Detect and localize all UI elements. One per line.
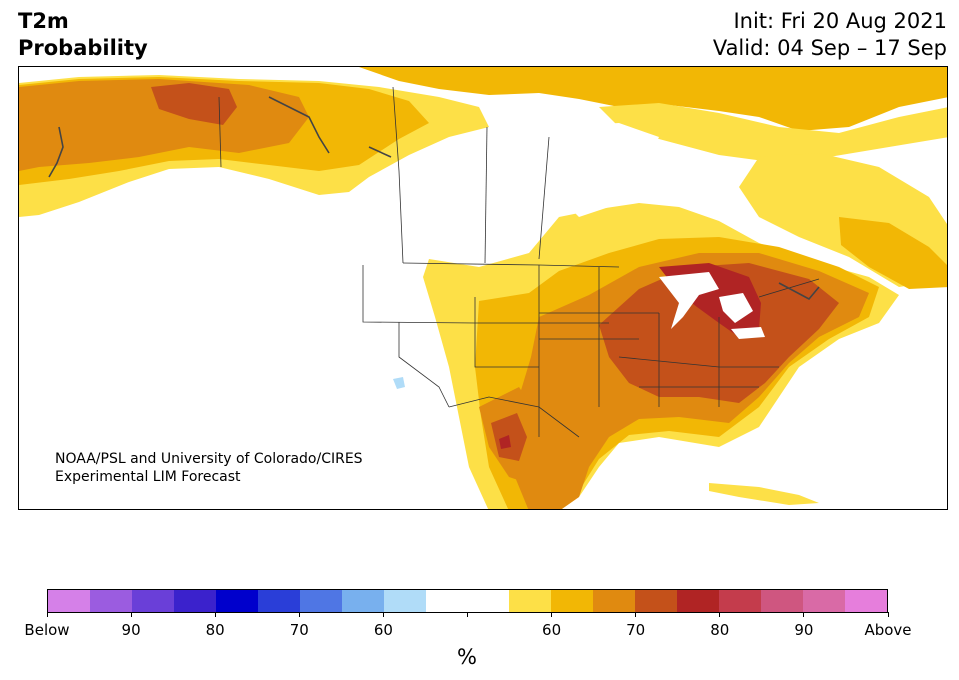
colorbar-tick-label: Below (24, 621, 70, 639)
colorbar-tick (382, 612, 384, 617)
colorbar-tick-label: Above (864, 621, 912, 639)
great-lakes-water (659, 272, 765, 339)
rivers (48, 96, 820, 301)
colorbar-tick (214, 612, 216, 617)
region-cuba (709, 483, 819, 505)
region-eastern-canada-gold (839, 217, 947, 289)
colorbar-tick-label: 60 (542, 621, 562, 639)
region-canada-north-yellow (599, 103, 947, 163)
region-canada-north (359, 67, 947, 131)
colorbar-segment (48, 590, 90, 612)
colorbar-tick (130, 612, 132, 617)
colorbar-segment (803, 590, 846, 612)
colorbar-segment (635, 590, 678, 612)
colorbar-segment (257, 590, 300, 612)
colorbar-segment (131, 590, 174, 612)
colorbar-segment (383, 590, 426, 612)
colorbar-segment (89, 590, 132, 612)
credit-text: NOAA/PSL and University of Colorado/CIRE… (55, 450, 363, 486)
init-date: Init: Fri 20 Aug 2021 (733, 9, 947, 33)
colorbar-segment (719, 590, 762, 612)
colorbar-tick-label: 80 (205, 621, 225, 639)
colorbar-unit: % (457, 645, 477, 669)
map-svg (19, 67, 947, 509)
region-mexico-darkred (499, 435, 511, 449)
colorbar-segment (509, 590, 552, 612)
colorbar-segment (467, 590, 510, 612)
colorbar-tick (719, 612, 721, 617)
colorbar-segment (425, 590, 468, 612)
colorbar (47, 589, 888, 613)
title-variable: T2m (18, 9, 69, 33)
colorbar-segment (677, 590, 720, 612)
colorbar-segment (845, 590, 888, 612)
credit-line-1: NOAA/PSL and University of Colorado/CIRE… (55, 451, 363, 467)
region-below-normal (393, 377, 405, 389)
valid-period: Valid: 04 Sep – 17 Sep (712, 36, 947, 60)
colorbar-tick-label: 70 (289, 621, 309, 639)
credit-line-2: Experimental LIM Forecast (55, 469, 241, 485)
colorbar-tick (635, 612, 637, 617)
colorbar-tick-label: 90 (121, 621, 141, 639)
colorbar-segment (761, 590, 804, 612)
colorbar-segment (593, 590, 636, 612)
colorbar-tick-label: 70 (626, 621, 646, 639)
probability-map (18, 66, 948, 510)
colorbar-segment (299, 590, 342, 612)
title-quantity: Probability (18, 36, 148, 60)
colorbar-tick (467, 612, 468, 617)
region-alaska-red (151, 83, 237, 125)
colorbar-segment (173, 590, 216, 612)
colorbar-tick (887, 612, 889, 617)
region-alaska-orange (19, 79, 309, 171)
colorbar-tick (803, 612, 805, 617)
colorbar-tick-label: 90 (794, 621, 814, 639)
state-borders (218, 86, 820, 438)
colorbar-tick (298, 612, 300, 617)
colorbar-tick (551, 612, 553, 617)
hudson-bay (545, 123, 659, 217)
colorbar-segment (215, 590, 258, 612)
colorbar-tick-label: 80 (710, 621, 730, 639)
colorbar-tick-label: 60 (373, 621, 393, 639)
colorbar-segment (341, 590, 384, 612)
forecast-dates: Init: Fri 20 Aug 2021 Valid: 04 Sep – 17… (713, 8, 947, 62)
colorbar-segment (551, 590, 594, 612)
map-title: T2m Probability (18, 8, 148, 62)
colorbar-ticks: Below 90 80 70 60 60 70 80 90 Above (0, 612, 959, 642)
colorbar-tick (46, 612, 48, 617)
